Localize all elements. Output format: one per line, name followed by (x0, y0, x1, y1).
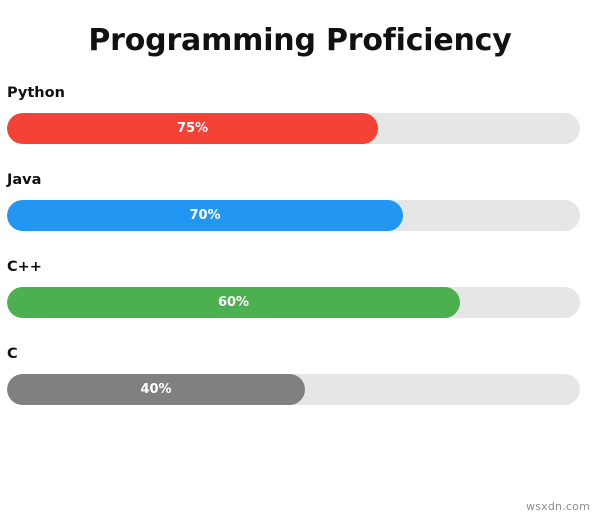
skill-label: C (7, 346, 18, 362)
row-spacer (7, 144, 580, 171)
progress-fill: 60% (7, 287, 460, 318)
skill-row-cpp: C++ 60% (7, 258, 580, 318)
skill-row-java: Java 70% (7, 171, 580, 231)
progress-value-label: 70% (189, 208, 221, 223)
skill-label: Python (7, 85, 65, 101)
progress-track[interactable]: 40% (7, 374, 580, 405)
progress-track[interactable]: 70% (7, 200, 580, 231)
progress-value-label: 60% (217, 295, 250, 310)
skill-label: C++ (7, 259, 42, 275)
skill-row-c: C 40% (7, 345, 580, 405)
skill-label: Java (7, 172, 42, 188)
row-spacer (7, 318, 580, 345)
skill-list: Python 75% Java 70% C++ 60% (7, 84, 580, 405)
progress-value-label: 40% (140, 382, 172, 397)
page-title: Programming Proficiency (88, 23, 512, 58)
progress-fill: 70% (7, 200, 403, 231)
progress-track[interactable]: 60% (7, 287, 580, 318)
row-spacer (7, 231, 580, 258)
progress-value-label: 75% (176, 121, 209, 136)
progress-track[interactable]: 75% (7, 113, 580, 144)
progress-fill: 40% (7, 374, 305, 405)
watermark: wsxdn.com (526, 500, 590, 513)
progress-fill: 75% (7, 113, 378, 144)
skill-row-python: Python 75% (7, 84, 580, 144)
